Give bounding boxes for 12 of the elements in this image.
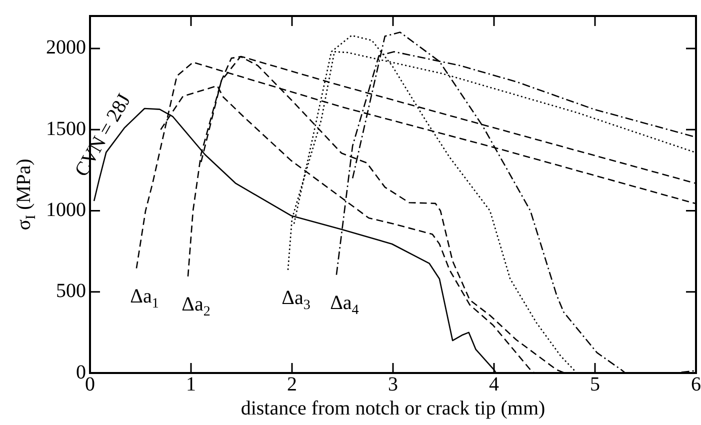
y-tick-label: 2000: [46, 36, 86, 59]
x-tick-label: 6: [691, 373, 701, 396]
x-tick-label: 3: [388, 373, 398, 396]
y-tick-label: 1000: [46, 198, 86, 221]
x-tick-label: 2: [287, 373, 297, 396]
x-axis-title: distance from notch or crack tip (mm): [240, 397, 546, 420]
y-tick-label: 1500: [46, 118, 86, 140]
y-axis-title: σI (MPa): [13, 158, 39, 230]
y-tick-label: 500: [56, 280, 86, 302]
x-tick-label: 1: [186, 373, 196, 396]
x-tick-label: 5: [590, 373, 600, 396]
x-tick-label: 4: [489, 373, 499, 396]
